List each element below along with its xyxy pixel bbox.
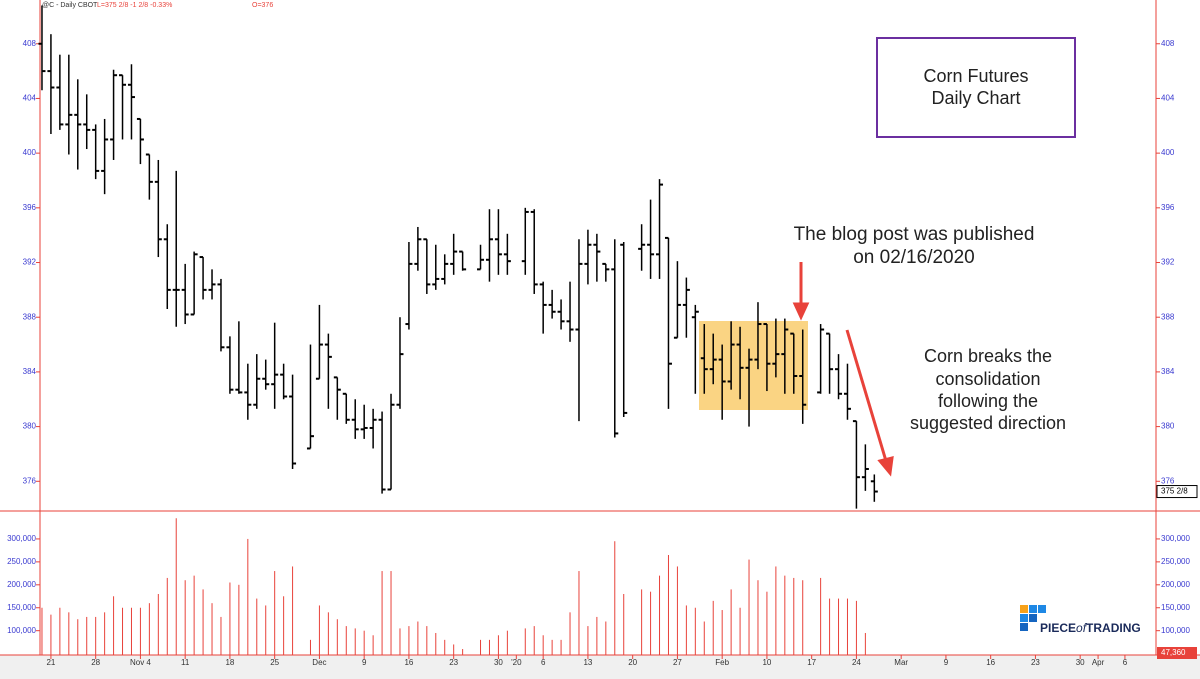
y-tick-label: 384 <box>1161 367 1175 376</box>
logo-block <box>1038 605 1046 613</box>
x-tick-label: 17 <box>807 658 816 667</box>
logo-block <box>1029 605 1037 613</box>
y-tick-label: 392 <box>1161 258 1175 267</box>
x-tick-label: 21 <box>46 658 55 667</box>
blog-note: on 02/16/2020 <box>853 247 975 268</box>
x-tick-label: 23 <box>1031 658 1040 667</box>
x-tick-label: 9 <box>944 658 949 667</box>
x-tick-label: 20 <box>628 658 637 667</box>
header-symbol: @C - Daily CBOT <box>42 2 98 9</box>
volume-tick-label: 150,000 <box>7 603 36 612</box>
arrows <box>792 262 894 477</box>
x-tick-label: 6 <box>1123 658 1128 667</box>
header-open: O=376 <box>252 2 273 9</box>
volume-tick-label: 200,000 <box>7 580 36 589</box>
last-price-label: 375 2/8 <box>1161 487 1188 496</box>
break-note: consolidation <box>935 369 1040 389</box>
logo-block <box>1020 614 1028 622</box>
last-volume-box <box>1157 647 1197 659</box>
x-tick-label: 11 <box>181 658 190 667</box>
last-price-box <box>1156 485 1198 499</box>
x-tick-label: 23 <box>449 658 458 667</box>
logo-block <box>1029 614 1037 622</box>
y-tick-label: 396 <box>23 203 37 212</box>
x-tick-label: Apr <box>1092 658 1105 667</box>
x-tick-label: 27 <box>673 658 682 667</box>
arrow-head <box>877 456 894 477</box>
x-tick-label: 30 <box>1076 658 1085 667</box>
y-tick-label: 408 <box>1161 39 1175 48</box>
volume-tick-label: 250,000 <box>1161 557 1190 566</box>
logo-text: PIECEofTRADING <box>1040 621 1141 635</box>
x-tick-label: 25 <box>270 658 279 667</box>
volume-tick-label: 250,000 <box>7 557 36 566</box>
y-tick-label: 384 <box>23 367 37 376</box>
x-tick-label: Feb <box>715 658 729 667</box>
y-tick-label: 392 <box>23 258 37 267</box>
x-tick-label: 28 <box>91 658 100 667</box>
volume-tick-label: 300,000 <box>1161 534 1190 543</box>
x-axis-band <box>0 655 1200 679</box>
arrow-head <box>792 302 810 321</box>
x-tick-label: 24 <box>852 658 861 667</box>
x-tick-label: 16 <box>986 658 995 667</box>
x-tick-label: 13 <box>583 658 592 667</box>
y-tick-label: 388 <box>1161 312 1175 321</box>
y-tick-label: 400 <box>1161 148 1175 157</box>
volume-tick-label: 150,000 <box>1161 603 1190 612</box>
blog-note: The blog post was published <box>794 224 1035 245</box>
volume-tick-label: 100,000 <box>7 626 36 635</box>
y-tick-label: 388 <box>23 312 37 321</box>
x-tick-label: 9 <box>362 658 367 667</box>
consolidation-box <box>699 321 808 410</box>
y-tick-label: 380 <box>23 422 37 431</box>
box-title: Corn Futures <box>923 66 1028 86</box>
y-tick-label: 404 <box>23 94 37 103</box>
header-last: L=375 2/8 -1 2/8 -0.33% <box>97 2 172 9</box>
box-title: Daily Chart <box>931 88 1020 108</box>
y-tick-label: 376 <box>1161 476 1175 485</box>
logo: PIECEofTRADING <box>1020 605 1141 635</box>
x-tick-label: Nov 4 <box>130 658 151 667</box>
x-tick-label: 10 <box>762 658 771 667</box>
volume-tick-label: 200,000 <box>1161 580 1190 589</box>
arrow <box>845 329 888 462</box>
volume-tick-label: 100,000 <box>1161 626 1190 635</box>
x-tick-label: 16 <box>404 658 413 667</box>
break-note: suggested direction <box>910 413 1066 433</box>
x-tick-label: Dec <box>312 658 326 667</box>
logo-block <box>1020 605 1028 613</box>
x-tick-label: 30 <box>494 658 503 667</box>
logo-block <box>1020 623 1028 631</box>
y-tick-label: 380 <box>1161 422 1175 431</box>
y-tick-label: 408 <box>23 39 37 48</box>
x-tick-label: Mar <box>894 658 908 667</box>
x-tick-label: 6 <box>541 658 546 667</box>
y-tick-label: 396 <box>1161 203 1175 212</box>
y-tick-label: 400 <box>23 148 37 157</box>
break-note: Corn breaks the <box>924 346 1052 366</box>
volume-tick-label: 300,000 <box>7 534 36 543</box>
x-tick-label: 18 <box>225 658 234 667</box>
x-tick-label: '20 <box>511 658 522 667</box>
y-tick-label: 376 <box>23 476 37 485</box>
break-note: following the <box>938 391 1038 411</box>
last-volume-label: 47,360 <box>1161 648 1186 657</box>
y-tick-label: 404 <box>1161 94 1175 103</box>
title-box <box>876 37 1076 138</box>
